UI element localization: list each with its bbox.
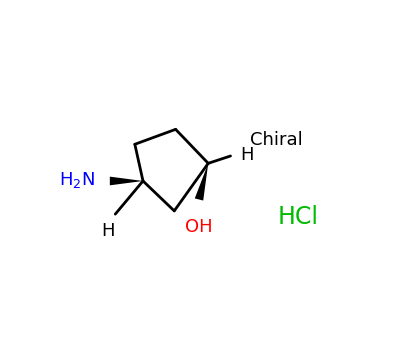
Text: Chiral: Chiral [250, 131, 303, 149]
Text: H: H [102, 222, 115, 240]
Text: H: H [240, 146, 254, 164]
Text: HCl: HCl [277, 205, 318, 229]
Text: OH: OH [185, 218, 213, 236]
Text: H$_2$N: H$_2$N [59, 170, 95, 190]
Polygon shape [195, 163, 208, 201]
Polygon shape [110, 176, 143, 185]
